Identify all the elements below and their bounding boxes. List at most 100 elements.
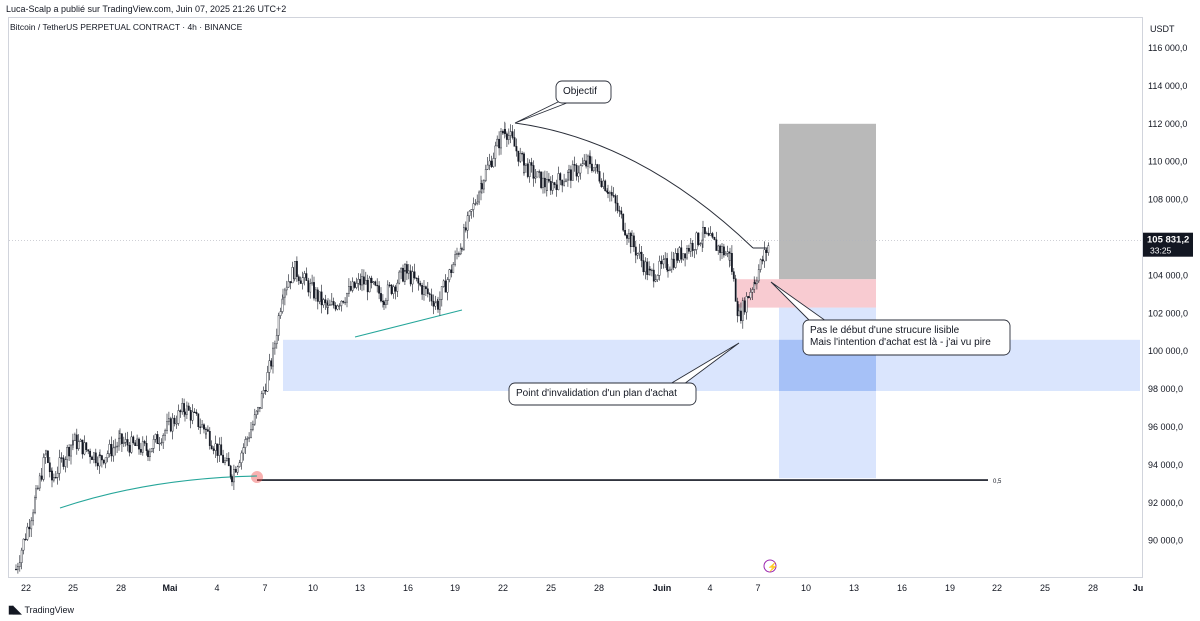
x-tick-label: 25 [68, 583, 78, 593]
candle-body [201, 424, 203, 428]
candle-body [120, 433, 123, 444]
support-curve[interactable] [59, 475, 258, 509]
candle-body [388, 284, 391, 286]
support-line[interactable] [354, 309, 463, 338]
candle-body [167, 418, 170, 422]
x-tick-label: Ju [1133, 583, 1144, 593]
candle-body [154, 434, 157, 440]
candle-body [751, 289, 754, 293]
candle-body [488, 160, 491, 166]
candle-body [430, 294, 433, 302]
candle-body [604, 180, 607, 191]
candle-body [478, 191, 480, 203]
candle-body [575, 165, 578, 177]
candle-body [568, 169, 570, 173]
candle-body [440, 286, 443, 300]
candle-body [322, 299, 325, 306]
callout-objectif[interactable]: Objectif [514, 80, 612, 124]
candle-body [680, 247, 683, 260]
candle-body [231, 476, 233, 483]
candle-body [481, 183, 483, 190]
candle-body [212, 448, 215, 451]
candle-body [628, 233, 630, 239]
candle-body [216, 443, 219, 456]
candle-body [411, 271, 414, 285]
candle-body [622, 213, 625, 231]
x-axis: 22 25 28 Mai 4 7 10 13 16 19 22 25 28 Juin 4 7 10 13 16 19 2… [21, 583, 1143, 593]
candle-body [717, 245, 720, 251]
candle-body [439, 299, 441, 310]
zone-entry[interactable] [737, 279, 876, 308]
candle-body [631, 235, 633, 247]
candle-body [504, 129, 506, 134]
tradingview-logo[interactable]: ▮◣ TradingView [8, 603, 74, 616]
candle-body [383, 301, 385, 305]
candle-body [238, 462, 241, 467]
candle-body [130, 436, 133, 453]
candle-body [297, 276, 300, 281]
anchor-dot[interactable] [251, 471, 263, 484]
candle-body [656, 275, 659, 280]
candle-body [218, 444, 221, 456]
candle-body [496, 138, 499, 147]
zone-target[interactable] [779, 123, 876, 280]
arc-resistance[interactable] [514, 122, 754, 249]
candle-body [316, 289, 319, 302]
candle-body [108, 443, 111, 454]
callout-invalidation[interactable]: Point d'invalidation d'un plan d'achat [508, 342, 740, 406]
candle-body [614, 195, 617, 204]
candle-body [513, 137, 516, 147]
candle-body [417, 278, 420, 284]
candle-body [738, 310, 740, 316]
candle-body [251, 423, 254, 430]
candle-body [147, 450, 149, 458]
last-price-tag[interactable] [1143, 232, 1193, 257]
candle-body [236, 466, 239, 473]
candle-body [268, 360, 271, 373]
candle-body [324, 299, 327, 304]
callout-structure[interactable]: Pas le début d'une strucure lisibleMais … [770, 281, 1011, 356]
candle-body [166, 421, 168, 431]
candle-body [754, 282, 756, 285]
publisher-line: Luca-Scalp a publié sur TradingView.com,… [6, 4, 287, 14]
candle-body [459, 248, 462, 255]
candle-body [651, 269, 653, 272]
candle-body [382, 300, 384, 303]
events-icon[interactable] [763, 559, 777, 573]
candle-body [709, 233, 712, 236]
candle-body [104, 457, 107, 464]
candle-body [747, 296, 750, 299]
candle-body [719, 245, 722, 253]
candle-body [745, 296, 748, 313]
zone-demand[interactable] [283, 339, 1140, 391]
symbol-title[interactable]: Bitcoin / TetherUS PERPETUAL CONTRACT · … [10, 22, 243, 32]
candle-body [195, 411, 198, 414]
x-tick-label: 22 [21, 583, 31, 593]
candle-body [266, 372, 269, 392]
candle-body [246, 438, 249, 440]
fib-0-5-label: 0,5 [993, 479, 1002, 485]
candle-body [134, 442, 137, 447]
candle-body [392, 286, 395, 294]
candle-body [761, 259, 764, 262]
candle-body [330, 301, 333, 305]
last-price-value: 105 831,2 [1147, 235, 1189, 246]
x-tick-label: 28 [1088, 583, 1098, 593]
candle-body [705, 232, 708, 235]
candle-body [22, 538, 25, 551]
candle-body [169, 418, 172, 432]
candle-body [583, 160, 586, 165]
callout-structure-box [802, 319, 1011, 356]
candle-body [177, 410, 180, 424]
candle-body [227, 457, 230, 467]
candle-body [164, 430, 166, 436]
candle-body [179, 410, 182, 413]
tv-brand-label: TradingView [24, 604, 75, 615]
candle-body [229, 465, 232, 477]
y-tick-label: 116 000,0 [1148, 43, 1187, 53]
candle-body [610, 192, 613, 196]
candle-body [452, 264, 455, 273]
candle-body [307, 280, 310, 293]
candle-body [54, 477, 57, 479]
